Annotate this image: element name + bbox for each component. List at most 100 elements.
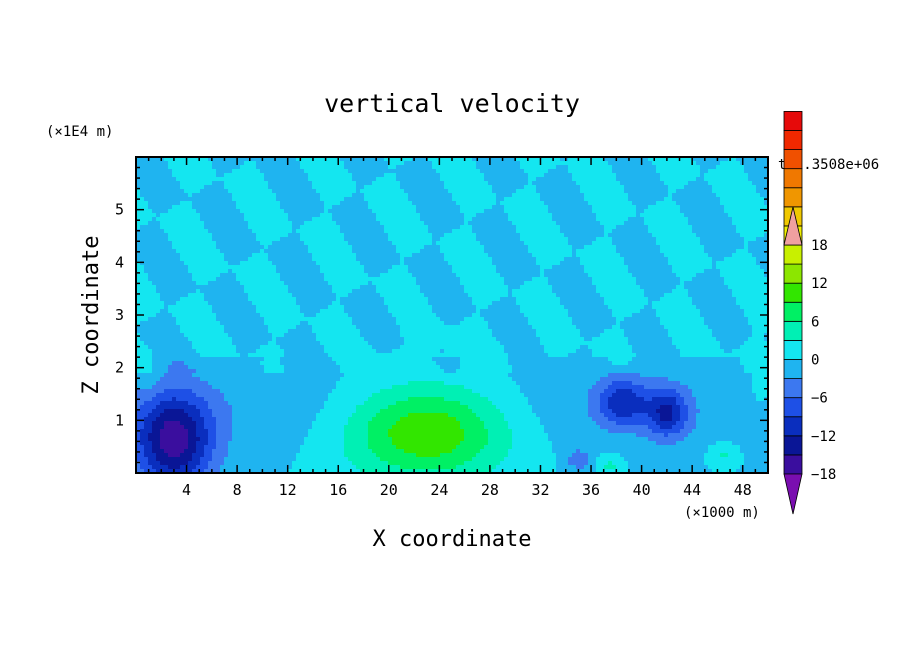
contour-cell	[364, 201, 369, 206]
contour-cell	[704, 213, 709, 218]
contour-cell	[172, 185, 177, 190]
contour-cell	[296, 165, 301, 170]
contour-cell	[764, 221, 768, 226]
contour-cell	[452, 229, 457, 234]
contour-cell	[152, 157, 157, 162]
contour-cell	[548, 233, 553, 238]
contour-cell	[748, 269, 753, 274]
contour-cell	[492, 233, 497, 238]
contour-cell	[580, 177, 585, 182]
contour-cell	[392, 161, 397, 166]
contour-cell	[468, 177, 473, 182]
contour-cell	[628, 229, 633, 234]
contour-cell	[528, 201, 533, 206]
contour-cell	[164, 281, 169, 286]
contour-cell	[440, 161, 445, 166]
contour-cell	[212, 281, 217, 286]
contour-cell	[480, 209, 485, 214]
contour-cell	[692, 233, 697, 238]
contour-cell	[356, 181, 361, 186]
contour-cell	[756, 253, 761, 258]
contour-cell	[224, 229, 229, 234]
contour-cell	[592, 157, 597, 162]
contour-cell	[588, 173, 593, 178]
contour-cell	[556, 161, 561, 166]
contour-cell	[452, 189, 457, 194]
contour-cell	[736, 229, 741, 234]
contour-cell	[692, 189, 697, 194]
contour-cell	[640, 213, 645, 218]
contour-cell	[332, 177, 337, 182]
contour-cell	[328, 213, 333, 218]
contour-cell	[300, 161, 305, 166]
contour-cell	[420, 257, 425, 262]
contour-cell	[512, 193, 517, 198]
contour-cell	[564, 161, 569, 166]
contour-cell	[620, 261, 625, 266]
contour-cell	[276, 165, 281, 170]
contour-cell	[284, 281, 289, 286]
contour-cell	[352, 269, 357, 274]
contour-cell	[384, 261, 389, 266]
contour-cell	[524, 165, 529, 170]
contour-cell	[228, 161, 233, 166]
contour-cell	[336, 269, 341, 274]
contour-cell	[212, 193, 217, 198]
contour-cell	[172, 189, 177, 194]
contour-cell	[408, 205, 413, 210]
contour-cell	[188, 229, 193, 234]
contour-cell	[484, 209, 489, 214]
contour-cell	[404, 253, 409, 258]
contour-cell	[696, 197, 701, 202]
contour-cell	[696, 245, 701, 250]
contour-cell	[168, 157, 173, 162]
contour-cell	[276, 273, 281, 278]
contour-cell	[236, 273, 241, 278]
contour-cell	[380, 157, 385, 162]
contour-cell	[220, 177, 225, 182]
contour-cell	[308, 177, 313, 182]
contour-cell	[300, 277, 305, 282]
contour-cell	[444, 165, 449, 170]
contour-cell	[672, 253, 677, 258]
contour-cell	[312, 245, 317, 250]
contour-cell	[328, 273, 333, 278]
contour-cell	[504, 205, 509, 210]
contour-cell	[348, 217, 353, 222]
contour-cell	[468, 265, 473, 270]
contour-cell	[544, 273, 549, 278]
contour-cell	[752, 213, 757, 218]
contour-cell	[528, 253, 533, 258]
contour-cell	[300, 165, 305, 170]
contour-cell	[472, 257, 477, 262]
contour-cell	[328, 237, 333, 242]
contour-cell	[160, 221, 165, 226]
contour-cell	[196, 189, 201, 194]
contour-cell	[628, 181, 633, 186]
contour-cell	[180, 209, 185, 214]
contour-cell	[660, 229, 665, 234]
contour-cell	[256, 249, 261, 254]
contour-cell	[596, 233, 601, 238]
contour-cell	[160, 161, 165, 166]
contour-cell	[380, 269, 385, 274]
contour-cell	[696, 193, 701, 198]
contour-cell	[396, 169, 401, 174]
contour-cell	[636, 173, 641, 178]
contour-cell	[476, 193, 481, 198]
contour-cell	[480, 193, 485, 198]
contour-cell	[312, 217, 317, 222]
contour-cell	[152, 265, 157, 270]
contour-cell	[208, 229, 213, 234]
contour-cell	[232, 233, 237, 238]
contour-cell	[308, 245, 313, 250]
contour-cell	[680, 249, 685, 254]
contour-cell	[576, 181, 581, 186]
contour-cell	[244, 177, 249, 182]
contour-cell	[572, 173, 577, 178]
contour-cell	[348, 201, 353, 206]
contour-cell	[736, 197, 741, 202]
contour-cell	[176, 193, 181, 198]
contour-cell	[740, 269, 745, 274]
contour-cell	[520, 273, 525, 278]
